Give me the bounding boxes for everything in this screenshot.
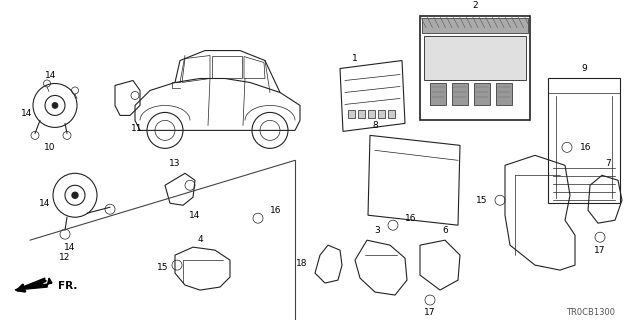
Text: 17: 17: [595, 246, 605, 255]
Bar: [452, 84, 468, 105]
Text: 14: 14: [39, 199, 51, 208]
Text: 8: 8: [372, 121, 378, 130]
Text: 3: 3: [374, 226, 380, 235]
Circle shape: [72, 192, 78, 198]
Bar: [368, 110, 375, 118]
Bar: [474, 84, 490, 105]
Text: FR.: FR.: [58, 281, 77, 291]
Circle shape: [52, 102, 58, 108]
Text: 15: 15: [476, 196, 487, 205]
Text: 12: 12: [60, 252, 70, 262]
Text: 16: 16: [580, 143, 591, 152]
Bar: [496, 84, 512, 105]
Text: 15: 15: [157, 263, 169, 272]
Bar: [422, 18, 528, 33]
Text: 14: 14: [21, 109, 33, 118]
Text: 10: 10: [44, 143, 56, 152]
Text: 9: 9: [581, 64, 587, 73]
Polygon shape: [15, 278, 52, 290]
Text: TR0CB1300: TR0CB1300: [566, 308, 615, 316]
Bar: [424, 36, 526, 81]
Text: 1: 1: [352, 54, 358, 63]
Text: 16: 16: [405, 214, 417, 223]
Text: 4: 4: [197, 235, 203, 244]
Text: 16: 16: [270, 206, 282, 215]
Bar: [388, 110, 395, 118]
Text: 14: 14: [45, 71, 57, 80]
Bar: [358, 110, 365, 118]
Bar: [378, 110, 385, 118]
Text: 13: 13: [169, 159, 180, 168]
Bar: [348, 110, 355, 118]
Text: 7: 7: [605, 159, 611, 168]
Text: 11: 11: [131, 124, 143, 133]
Bar: [430, 84, 446, 105]
Text: 17: 17: [424, 308, 436, 316]
Text: 6: 6: [442, 226, 448, 235]
Text: 14: 14: [189, 211, 201, 220]
Text: 18: 18: [296, 259, 308, 268]
Text: 2: 2: [472, 1, 478, 10]
Bar: [420, 16, 530, 120]
Text: 14: 14: [64, 243, 76, 252]
